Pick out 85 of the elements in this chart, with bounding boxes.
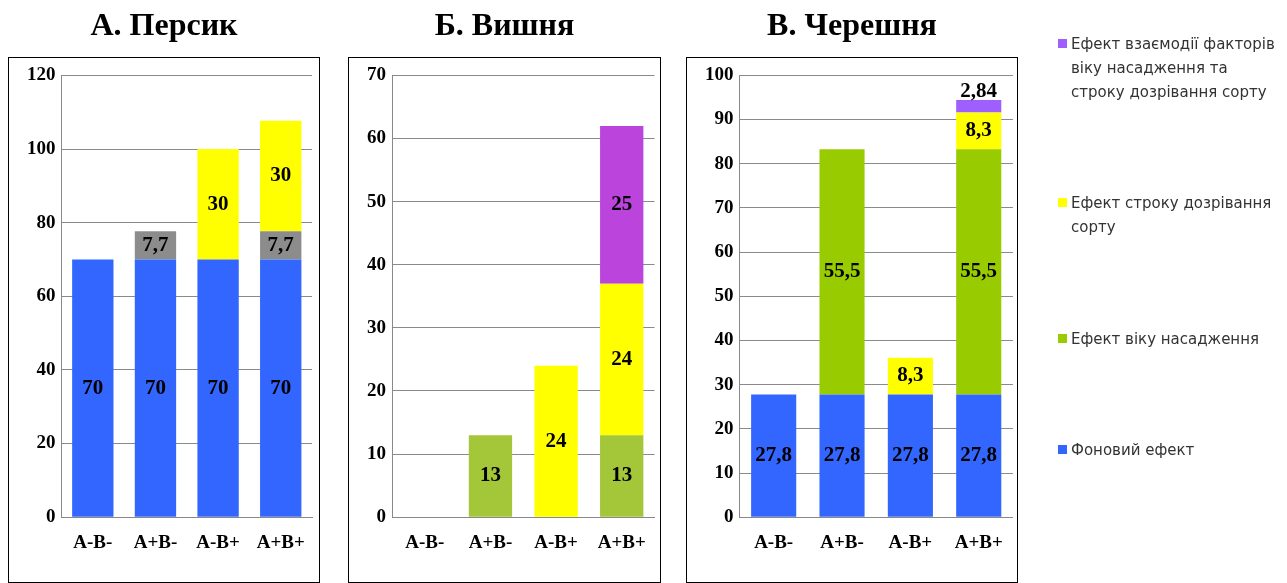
y-tick-label: 40 [36,357,56,379]
data-label: 7,7 [267,231,294,256]
y-tick-label: 90 [714,107,734,129]
data-label: 27,8 [823,441,861,466]
y-tick-label: 60 [714,240,734,262]
y-tick-label: 70 [714,195,734,217]
y-tick-label: 20 [36,431,56,453]
data-label: 55,5 [960,258,998,283]
data-label: 70 [207,374,229,399]
bar [887,394,933,517]
x-tick-label: A-B- [405,530,445,552]
bar [751,394,797,517]
data-label: 24 [611,345,633,370]
x-tick-label: A+B+ [954,530,1003,552]
x-tick-label: A-B- [754,530,794,552]
data-label: 24 [545,427,568,452]
x-tick-label: A+B+ [256,530,305,552]
y-tick-label: 40 [714,328,734,350]
bar [534,365,578,517]
x-tick-label: A+B- [133,530,178,552]
data-label: 70 [270,374,292,399]
data-label: 27,8 [755,441,793,466]
data-label: 13 [611,462,633,487]
y-tick-label: 120 [27,63,56,85]
x-tick-label: A-B+ [534,530,578,552]
legend-label: Фоновий ефект [1071,440,1196,461]
y-tick-label: 100 [27,136,56,158]
data-label: 30 [270,162,292,187]
y-tick-label: 40 [367,252,386,274]
bar [600,125,644,284]
bar [197,259,239,517]
data-label: 25 [611,191,633,216]
y-tick-label: 0 [46,505,56,527]
y-tick-label: 30 [367,315,386,337]
y-tick-label: 0 [376,505,386,527]
data-label: 7,7 [142,231,169,256]
x-tick-label: A-B+ [888,530,933,552]
bar [260,259,302,517]
y-tick-label: 10 [367,441,386,463]
x-tick-label: A+B- [468,530,513,552]
bar [819,149,865,395]
y-tick-label: 100 [705,63,734,85]
y-tick-label: 50 [714,284,734,306]
data-label: 55,5 [823,258,861,283]
data-label: 27,8 [960,441,998,466]
y-tick-label: 80 [714,151,734,173]
x-tick-label: A+B+ [597,530,646,552]
y-tick-label: 20 [367,378,386,400]
bar [600,435,644,517]
bar [956,149,1002,395]
x-tick-label: A+B- [820,530,864,552]
y-tick-label: 0 [724,505,734,527]
y-tick-label: 60 [36,284,56,306]
chart-title: Б. Вишня [433,6,576,43]
bar [260,120,302,232]
data-label: 27,8 [892,441,929,466]
y-tick-label: 20 [714,416,734,438]
chart-title: В. Черешня [766,6,938,43]
data-label: 8,3 [965,117,992,142]
bar [956,394,1002,517]
data-label: 30 [207,190,229,215]
legend-label: Ефект взаємодії факторів віку насадження та строку дозрівання сорту [1071,34,1276,103]
bar [468,435,513,517]
y-tick-label: 70 [367,63,386,85]
bar [956,99,1002,113]
legend-label: Ефект строку дозрівання сорту [1071,193,1273,239]
y-tick-label: 80 [36,210,56,232]
legend-label: Ефект віку насадження [1071,328,1260,350]
y-tick-label: 10 [714,460,734,482]
bar [134,259,177,517]
bar [72,259,114,517]
data-label: 70 [144,374,166,399]
bar [600,283,644,436]
y-tick-label: 30 [714,372,734,394]
data-label: 8,3 [897,362,924,387]
y-tick-label: 60 [367,126,386,148]
chart-title: А. Персик [89,6,239,43]
x-tick-label: A-B- [73,530,113,552]
data-label: 13 [479,462,501,487]
x-tick-label: A-B+ [196,530,240,552]
data-label: 70 [82,374,104,399]
y-tick-label: 50 [367,189,386,211]
bar [197,149,239,260]
bar [819,394,865,517]
data-label: 2,84 [960,77,998,102]
